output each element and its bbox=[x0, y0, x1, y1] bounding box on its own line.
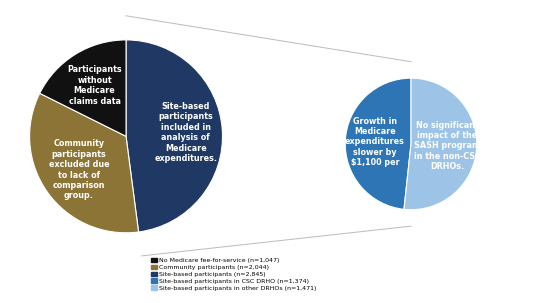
Text: Participants
without
Medicare
claims data: Participants without Medicare claims dat… bbox=[67, 65, 122, 106]
Wedge shape bbox=[345, 78, 411, 209]
Legend: No Medicare fee-for-service (n=1,047), Community participants (n=2,044), Site-ba: No Medicare fee-for-service (n=1,047), C… bbox=[151, 258, 317, 291]
Wedge shape bbox=[404, 78, 477, 210]
Text: Community
participants
excluded due
to lack of
comparison
group.: Community participants excluded due to l… bbox=[49, 139, 109, 201]
Wedge shape bbox=[39, 40, 126, 136]
Text: Growth in
Medicare
expenditures
slower by
$1,100 per: Growth in Medicare expenditures slower b… bbox=[345, 117, 405, 167]
Wedge shape bbox=[126, 40, 222, 232]
Text: No significant
impact of the
SASH program
in the non-CSC
DRHOs.: No significant impact of the SASH progra… bbox=[414, 121, 481, 171]
Text: Site-based
participants
included in
analysis of
Medicare
expenditures.: Site-based participants included in anal… bbox=[154, 102, 217, 163]
Wedge shape bbox=[30, 93, 139, 233]
